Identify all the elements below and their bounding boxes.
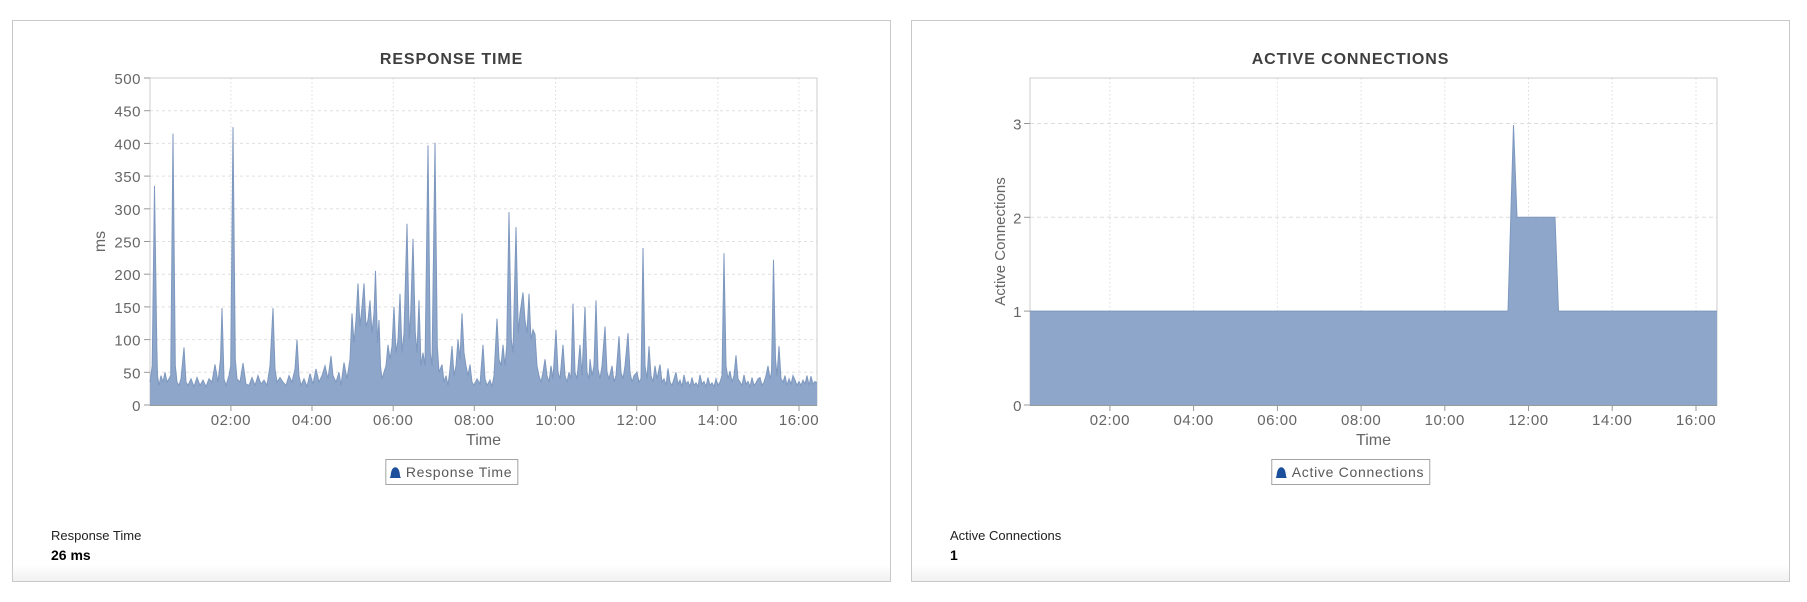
svg-text:10:00: 10:00 <box>1425 412 1465 429</box>
svg-text:200: 200 <box>114 267 141 284</box>
svg-text:04:00: 04:00 <box>1173 412 1213 429</box>
svg-text:08:00: 08:00 <box>1341 412 1381 429</box>
svg-text:1: 1 <box>1013 304 1022 321</box>
svg-text:08:00: 08:00 <box>454 412 494 429</box>
svg-text:250: 250 <box>114 235 141 252</box>
svg-text:16:00: 16:00 <box>1676 412 1716 429</box>
svg-text:Time: Time <box>1356 432 1391 449</box>
svg-text:0: 0 <box>132 398 141 415</box>
svg-text:400: 400 <box>114 136 141 153</box>
svg-text:12:00: 12:00 <box>1508 412 1548 429</box>
svg-text:06:00: 06:00 <box>373 412 413 429</box>
svg-text:500: 500 <box>114 71 141 88</box>
svg-text:300: 300 <box>114 202 141 219</box>
svg-text:14:00: 14:00 <box>698 412 738 429</box>
svg-text:12:00: 12:00 <box>617 412 657 429</box>
svg-text:350: 350 <box>114 169 141 186</box>
svg-text:10:00: 10:00 <box>535 412 575 429</box>
svg-text:150: 150 <box>114 300 141 317</box>
svg-text:100: 100 <box>114 333 141 350</box>
svg-text:ms: ms <box>92 231 109 252</box>
svg-text:0: 0 <box>1013 398 1022 415</box>
svg-text:14:00: 14:00 <box>1592 412 1632 429</box>
svg-text:2: 2 <box>1013 210 1022 227</box>
svg-text:06:00: 06:00 <box>1257 412 1297 429</box>
svg-text:02:00: 02:00 <box>1090 412 1130 429</box>
svg-text:02:00: 02:00 <box>211 412 251 429</box>
svg-text:Time: Time <box>466 432 501 449</box>
svg-text:450: 450 <box>114 104 141 121</box>
svg-text:04:00: 04:00 <box>292 412 332 429</box>
svg-text:50: 50 <box>123 365 141 382</box>
svg-text:3: 3 <box>1013 117 1022 134</box>
svg-text:16:00: 16:00 <box>779 412 819 429</box>
svg-text:Active Connections: Active Connections <box>992 177 1009 305</box>
